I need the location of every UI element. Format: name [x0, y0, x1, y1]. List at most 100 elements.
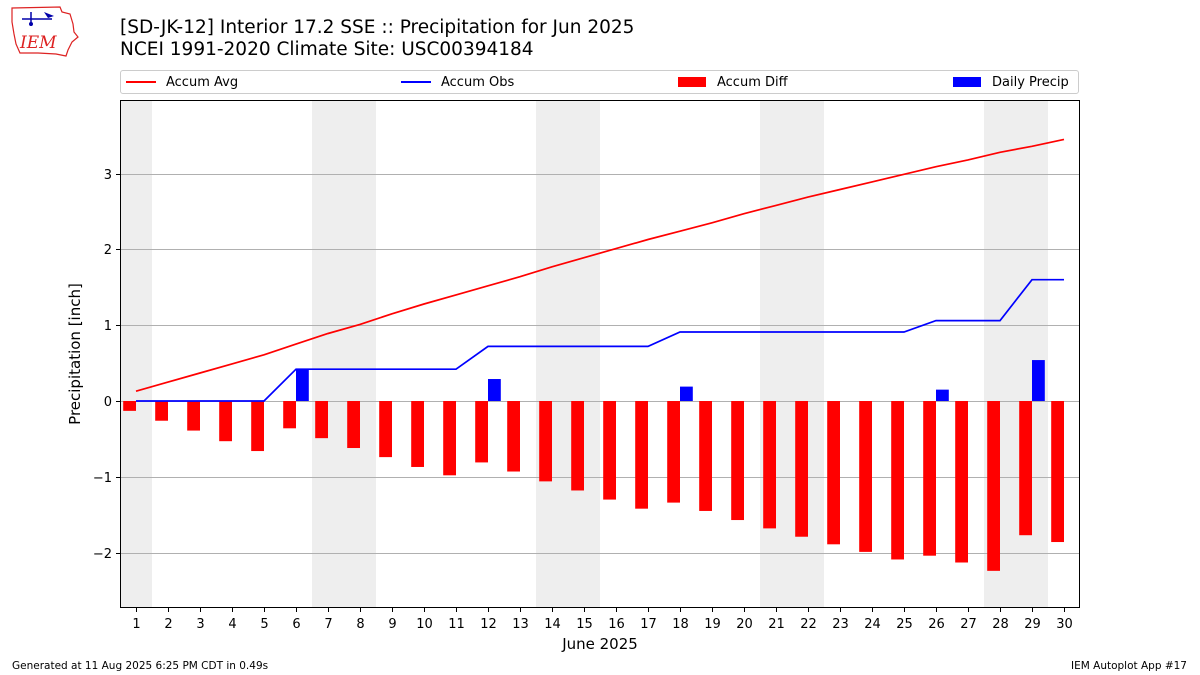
- accum-diff-bar: [155, 401, 168, 421]
- legend-item-accum-diff: Accum Diff: [678, 71, 788, 93]
- accum-diff-bar: [1019, 401, 1032, 536]
- x-tick-label: 25: [896, 617, 913, 632]
- legend-swatch-accum-obs: [401, 81, 431, 83]
- accum-obs-line: [136, 278, 1064, 402]
- y-tick-label: 3: [104, 168, 112, 183]
- daily-precip-bar: [1032, 360, 1045, 402]
- x-tick-label: 8: [356, 617, 364, 632]
- accum-avg-line: [135, 138, 1065, 393]
- weekend-band: [312, 100, 376, 608]
- legend-swatch-accum-diff: [678, 77, 706, 87]
- accum-diff-bar: [699, 401, 712, 511]
- series-lines: [135, 138, 1065, 402]
- accum-diff-bar: [955, 401, 968, 563]
- x-tick-label: 15: [576, 617, 593, 632]
- accum-diff-bar: [315, 401, 328, 439]
- x-tick-label: 26: [928, 617, 945, 632]
- y-tick-label: 1: [104, 319, 112, 334]
- y-axis-label: Precipitation [inch]: [66, 283, 84, 425]
- generated-timestamp: Generated at 11 Aug 2025 6:25 PM CDT in …: [12, 660, 269, 672]
- accum-diff-bar: [475, 401, 488, 463]
- x-tick-label: 23: [832, 617, 849, 632]
- iem-logo: IEM: [8, 4, 82, 62]
- accum-diff-bar: [347, 401, 360, 449]
- x-tick-label: 7: [324, 617, 332, 632]
- daily-precip-bar: [680, 386, 693, 402]
- legend-label-accum-obs: Accum Obs: [441, 74, 515, 90]
- weekend-band: [120, 100, 152, 608]
- accum-diff-bar: [1051, 401, 1064, 543]
- accum-diff-bar: [987, 401, 1000, 571]
- bars: [123, 360, 1064, 571]
- y-tick-label: 0: [104, 395, 112, 410]
- legend-item-accum-obs: Accum Obs: [401, 71, 514, 93]
- legend-item-daily-precip: Daily Precip: [953, 71, 1069, 93]
- x-tick-label: 24: [864, 617, 881, 632]
- y-tick-label: −2: [93, 547, 112, 562]
- accum-diff-bar: [795, 401, 808, 537]
- x-tick-label: 11: [448, 617, 465, 632]
- x-tick-label: 12: [480, 617, 497, 632]
- accum-diff-bar: [891, 401, 904, 560]
- legend-label-daily-precip: Daily Precip: [992, 74, 1069, 90]
- accum-diff-bar: [507, 401, 520, 472]
- accum-diff-bar: [411, 401, 424, 467]
- legend-label-accum-diff: Accum Diff: [717, 74, 788, 90]
- legend-swatch-accum-avg: [126, 81, 156, 83]
- accum-diff-bar: [539, 401, 552, 482]
- x-tick-label: 13: [512, 617, 529, 632]
- accum-diff-bar: [251, 401, 264, 452]
- chart-legend: Accum Avg Accum Obs Accum Diff Daily Pre…: [120, 70, 1079, 94]
- x-tick-label: 30: [1056, 617, 1073, 632]
- accum-diff-bar: [571, 401, 584, 491]
- x-tick-label: 27: [960, 617, 977, 632]
- x-tick-label: 20: [736, 617, 753, 632]
- x-tick-label: 4: [228, 617, 236, 632]
- x-tick-label: 16: [608, 617, 625, 632]
- legend-label-accum-avg: Accum Avg: [166, 74, 239, 90]
- x-tick-label: 28: [992, 617, 1009, 632]
- accum-diff-bar: [859, 401, 872, 552]
- chart-title: [SD-JK-12] Interior 17.2 SSE :: Precipit…: [120, 17, 635, 38]
- weekend-shading: [120, 100, 1048, 608]
- x-tick-label: 3: [196, 617, 204, 632]
- accum-diff-bar: [123, 401, 136, 411]
- accum-diff-bar: [443, 401, 456, 476]
- x-tick-label: 21: [768, 617, 785, 632]
- accum-diff-bar: [603, 401, 616, 500]
- x-tick-label: 5: [260, 617, 268, 632]
- accum-diff-bar: [635, 401, 648, 509]
- logo-text: IEM: [19, 33, 57, 53]
- legend-swatch-daily-precip: [953, 77, 981, 87]
- accum-diff-bar: [379, 401, 392, 458]
- accum-diff-bar: [219, 401, 232, 442]
- daily-precip-bar: [936, 389, 949, 402]
- x-tick-label: 14: [544, 617, 561, 632]
- daily-precip-bar: [488, 379, 501, 402]
- accum-diff-bar: [667, 401, 680, 503]
- weekend-band: [760, 100, 824, 608]
- accum-diff-bar: [187, 401, 200, 431]
- chart-subtitle: NCEI 1991-2020 Climate Site: USC00394184: [120, 39, 534, 60]
- x-tick-label: 6: [292, 617, 300, 632]
- accum-diff-bar: [923, 401, 936, 556]
- x-axis-label: June 2025: [561, 635, 638, 653]
- x-tick-label: 22: [800, 617, 817, 632]
- accum-diff-bar: [763, 401, 776, 529]
- x-tick-label: 9: [388, 617, 396, 632]
- x-tick-label: 19: [704, 617, 721, 632]
- app-credit: IEM Autoplot App #17: [1071, 660, 1187, 672]
- x-tick-label: 10: [416, 617, 433, 632]
- y-tick-label: −1: [93, 471, 112, 486]
- accum-diff-bar: [827, 401, 840, 545]
- x-tick-label: 2: [164, 617, 172, 632]
- accum-diff-bar: [731, 401, 744, 521]
- daily-precip-bar: [296, 369, 309, 402]
- x-tick-label: 29: [1024, 617, 1041, 632]
- weekend-band: [536, 100, 600, 608]
- x-tick-label: 1: [132, 617, 140, 632]
- legend-item-accum-avg: Accum Avg: [126, 71, 238, 93]
- y-tick-label: 2: [104, 243, 112, 258]
- plot-frame: [120, 100, 1080, 608]
- x-tick-label: 18: [672, 617, 689, 632]
